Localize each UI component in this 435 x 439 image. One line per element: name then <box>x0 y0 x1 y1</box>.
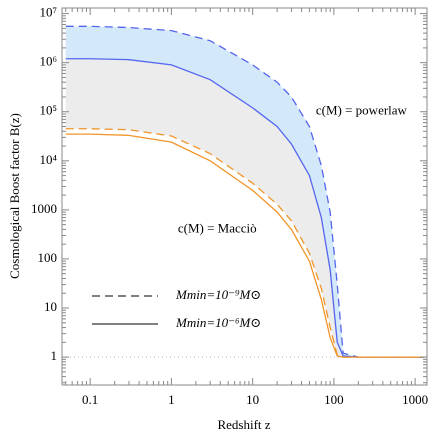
y-axis-label: Cosmological Boost factor B(z) <box>7 113 22 279</box>
y-tick-label: 1000 <box>31 201 57 216</box>
x-axis-label: Redshift z <box>217 417 270 432</box>
x-tick-label: 100 <box>324 392 344 407</box>
band <box>65 58 425 358</box>
legend-label: Mmin=10⁻⁹M⊙ <box>175 287 261 302</box>
annotation: c(M) = Macciò <box>178 220 257 235</box>
series-line <box>65 133 425 358</box>
y-tick-label: 100 <box>38 250 58 265</box>
x-tick-label: 1000 <box>402 392 428 407</box>
band <box>65 26 425 358</box>
y-tick-label: 10⁵ <box>39 103 57 118</box>
y-tick-label: 10⁷ <box>39 5 57 20</box>
y-tick-label: 10⁶ <box>39 54 57 69</box>
legend-label: Mmin=10⁻⁶M⊙ <box>175 315 261 330</box>
annotation: c(M) = powerlaw <box>316 103 408 118</box>
y-tick-label: 10⁴ <box>39 152 57 167</box>
y-tick-label: 1 <box>51 348 58 363</box>
x-tick-label: 0.1 <box>82 392 98 407</box>
x-tick-label: 10 <box>246 392 259 407</box>
y-tick-label: 10 <box>44 299 57 314</box>
x-tick-label: 1 <box>168 392 175 407</box>
